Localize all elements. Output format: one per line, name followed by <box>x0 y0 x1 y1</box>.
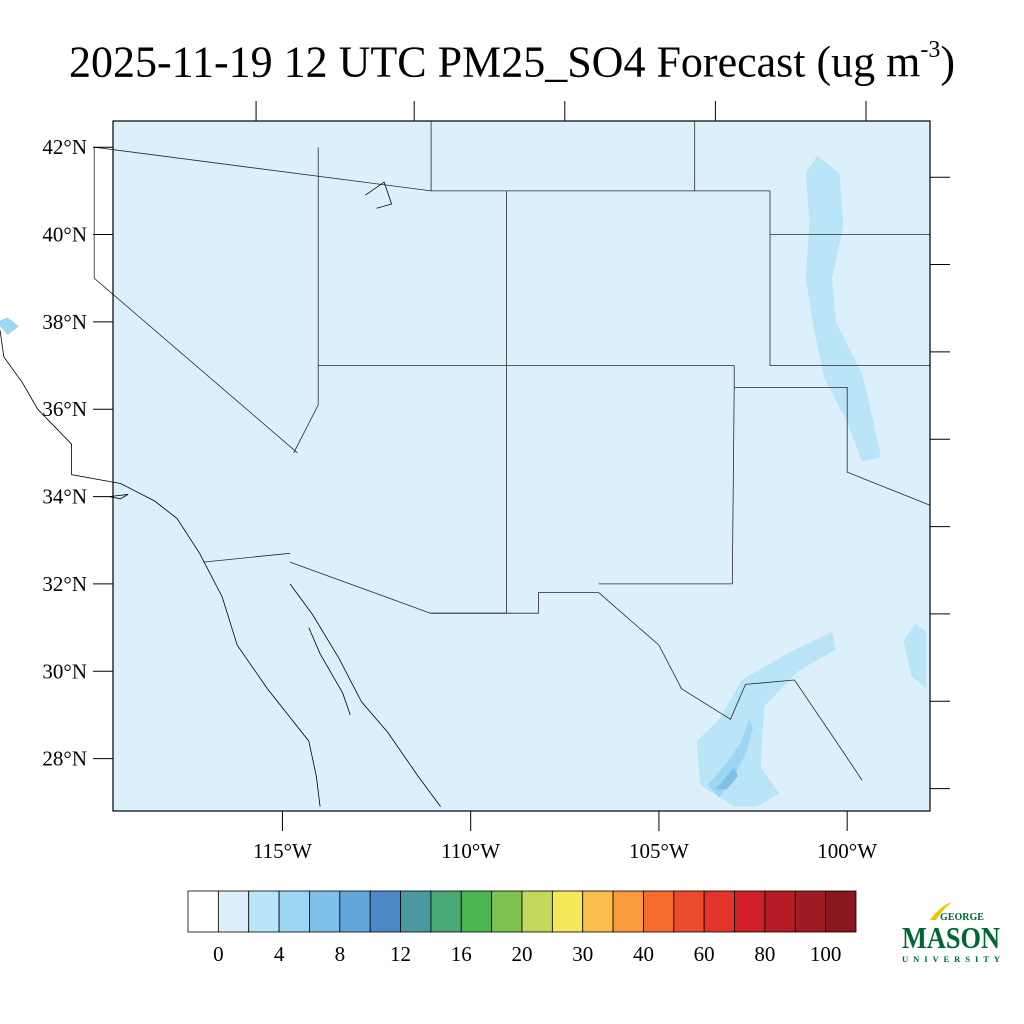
colorbar-swatch <box>673 890 705 933</box>
colorbar-label: 4 <box>274 942 285 966</box>
colorbar-swatch <box>339 890 371 933</box>
channel-islands <box>109 494 129 500</box>
map-plot-area <box>0 121 931 811</box>
colorbar-label: 80 <box>754 942 775 966</box>
colorbar-label: 100 <box>810 942 842 966</box>
coastline <box>0 329 321 807</box>
boundary-line <box>734 387 931 506</box>
coastline <box>308 627 351 716</box>
colorbar-label: 0 <box>213 942 224 966</box>
map-frame <box>112 120 931 812</box>
colorbar-swatch <box>278 890 310 933</box>
logo-line3: UNIVERSITY <box>902 954 1000 964</box>
boundary-line <box>430 592 599 614</box>
colorbar-swatch <box>187 890 219 933</box>
coastline <box>365 181 393 209</box>
colorbar-swatch <box>491 890 523 933</box>
colorbar-swatch <box>400 890 432 933</box>
colorbar-swatch <box>369 890 401 933</box>
logo-line1: GEORGE <box>940 912 984 923</box>
colorbar-label: 40 <box>633 942 654 966</box>
logo-swoosh-icon <box>930 902 952 920</box>
colorbar-swatch <box>612 890 644 933</box>
colorbar-swatch <box>460 890 493 933</box>
shade-plains-band <box>805 155 882 462</box>
lat-tick-label: 42°N <box>42 135 87 159</box>
map-background <box>113 121 930 811</box>
colorbar-swatch <box>521 890 553 933</box>
logo-line2: MASON <box>902 920 1000 955</box>
boundary-line <box>598 592 863 781</box>
colorbar-label: 12 <box>390 942 411 966</box>
boundary-line <box>93 147 298 454</box>
colorbar-swatch <box>825 890 857 933</box>
george-mason-logo: GEORGE MASON UNIVERSITY <box>896 898 1006 968</box>
colorbar-swatch <box>703 890 735 933</box>
lat-tick-label: 40°N <box>42 223 87 247</box>
lat-tick-label: 36°N <box>42 397 87 421</box>
lon-tick-label: 110°W <box>441 839 500 863</box>
colorbar-swatch <box>764 890 796 933</box>
lon-tick-label: 115°W <box>253 839 312 863</box>
shade-east-texas <box>903 623 927 689</box>
colorbar-swatch <box>582 890 614 933</box>
lat-tick-label: 38°N <box>42 310 87 334</box>
lon-tick-label: 105°W <box>629 839 689 863</box>
colorbar-swatch <box>217 890 250 933</box>
colorbar-label: 20 <box>512 942 533 966</box>
colorbar-swatch <box>430 890 462 933</box>
colorbar-swatch <box>248 890 280 933</box>
colorbar: 0 4 8 12 16 20 30 40 60 80 100 <box>187 890 857 966</box>
colorbar-swatch <box>309 890 341 933</box>
shade-texas-core <box>715 767 738 790</box>
boundary-line <box>203 552 291 563</box>
page-title: 2025-11-19 12 UTC PM25_SO4 Forecast (ug … <box>0 26 1024 91</box>
shade-texas-ridge <box>707 719 753 798</box>
boundary-line <box>769 234 930 366</box>
colorbar-label: 30 <box>572 942 593 966</box>
lat-tick-label: 32°N <box>42 572 87 596</box>
lat-tick-label: 28°N <box>42 747 87 771</box>
coastline <box>289 583 441 807</box>
colorbar-swatch <box>734 890 766 933</box>
shade-bay-spot <box>0 317 19 335</box>
colorbar-label: 8 <box>335 942 346 966</box>
colorbar-label: 16 <box>451 942 472 966</box>
boundary-line <box>293 147 319 454</box>
title-main: 2025-11-19 12 UTC PM25_SO4 Forecast (ug … <box>68 37 921 87</box>
title-close: ) <box>940 37 956 87</box>
colorbar-swatch <box>643 890 675 933</box>
lat-tick-label: 34°N <box>42 485 87 509</box>
title-exponent: -3 <box>920 37 941 63</box>
boundary-line <box>94 146 432 192</box>
lon-tick-label: 100°W <box>817 839 877 863</box>
lat-tick-label: 30°N <box>42 659 87 683</box>
colorbar-label: 60 <box>694 942 715 966</box>
colorbar-swatch <box>551 890 584 933</box>
map-axes: 42°N 40°N 38°N 36°N 34°N 32°N 30°N 28°N 115°W 110… <box>42 101 950 863</box>
colorbar-swatch <box>794 890 827 933</box>
